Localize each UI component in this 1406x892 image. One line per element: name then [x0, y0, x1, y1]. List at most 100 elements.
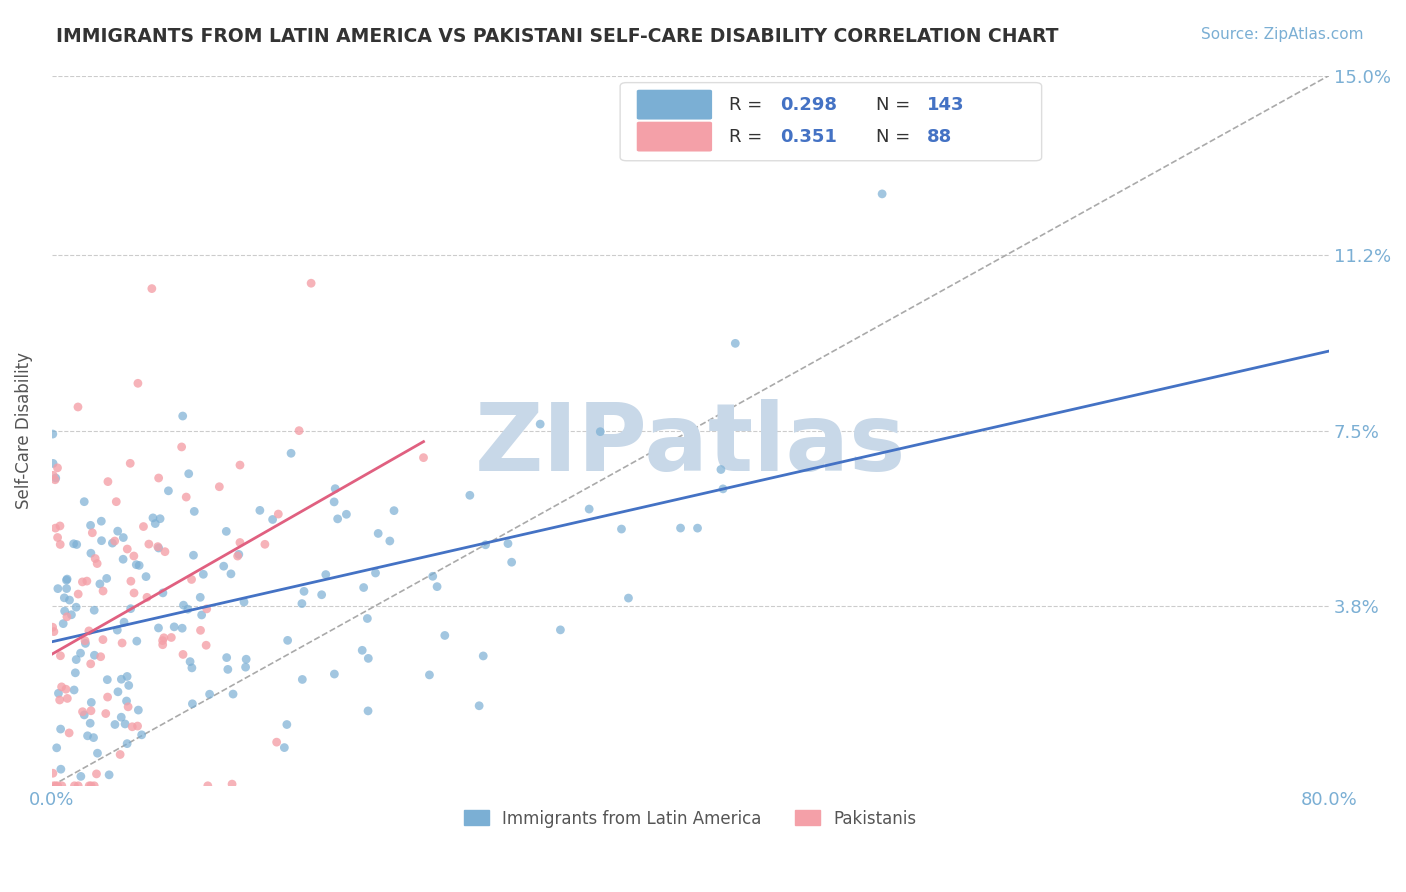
- Point: [172, 621, 194, 635]
- Point: [97, 690, 120, 704]
- Point: [42, 624, 65, 639]
- Point: [669, 521, 692, 535]
- Point: [148, 471, 170, 485]
- FancyBboxPatch shape: [637, 90, 711, 120]
- Point: [277, 633, 299, 648]
- Point: [107, 524, 129, 538]
- Point: [197, 779, 219, 793]
- Text: N =: N =: [876, 128, 910, 145]
- Point: [249, 503, 271, 517]
- Point: [323, 482, 346, 496]
- Point: [172, 409, 194, 423]
- Point: [73, 707, 96, 722]
- Point: [135, 569, 157, 583]
- Point: [120, 601, 142, 615]
- Point: [131, 728, 153, 742]
- Point: [98, 768, 121, 782]
- Point: [217, 662, 239, 676]
- Point: [228, 548, 250, 562]
- Point: [180, 661, 202, 675]
- Point: [44, 779, 66, 793]
- Point: [90, 514, 112, 528]
- Point: [46, 531, 69, 545]
- Point: [72, 705, 94, 719]
- Point: [48, 693, 70, 707]
- Point: [46, 779, 69, 793]
- Point: [75, 636, 97, 650]
- Point: [110, 710, 132, 724]
- Point: [67, 779, 90, 793]
- Point: [233, 595, 256, 609]
- Point: [108, 747, 131, 762]
- Point: [42, 427, 65, 442]
- Point: [97, 475, 120, 489]
- Point: [73, 494, 96, 508]
- Point: [323, 495, 346, 509]
- FancyBboxPatch shape: [637, 121, 711, 152]
- Point: [235, 660, 257, 674]
- Point: [170, 440, 193, 454]
- Point: [127, 703, 149, 717]
- Point: [105, 623, 128, 637]
- Point: [58, 593, 80, 607]
- Point: [215, 650, 238, 665]
- Point: [208, 480, 231, 494]
- Point: [66, 537, 89, 551]
- Point: [141, 282, 163, 296]
- Point: [76, 729, 98, 743]
- Point: [226, 549, 249, 563]
- Point: [121, 720, 143, 734]
- Point: [101, 536, 124, 550]
- Point: [53, 604, 76, 618]
- Text: 0.351: 0.351: [780, 128, 837, 145]
- Point: [45, 471, 67, 485]
- Point: [48, 686, 70, 700]
- Point: [291, 673, 314, 687]
- Point: [83, 603, 105, 617]
- Point: [550, 623, 572, 637]
- Point: [77, 624, 100, 638]
- Point: [58, 726, 80, 740]
- Text: IMMIGRANTS FROM LATIN AMERICA VS PAKISTANI SELF-CARE DISABILITY CORRELATION CHAR: IMMIGRANTS FROM LATIN AMERICA VS PAKISTA…: [56, 27, 1059, 45]
- Point: [120, 574, 142, 589]
- Point: [183, 548, 205, 562]
- Text: 143: 143: [927, 95, 965, 113]
- Point: [266, 735, 288, 749]
- Point: [55, 582, 77, 596]
- Point: [179, 655, 201, 669]
- Text: 88: 88: [927, 128, 952, 145]
- Point: [107, 685, 129, 699]
- Point: [148, 621, 170, 635]
- Point: [589, 425, 612, 439]
- Point: [56, 691, 79, 706]
- Point: [311, 588, 333, 602]
- Point: [128, 558, 150, 573]
- Point: [181, 697, 204, 711]
- Point: [335, 508, 357, 522]
- Point: [212, 559, 235, 574]
- Point: [198, 687, 221, 701]
- Point: [117, 542, 139, 557]
- Point: [125, 558, 148, 572]
- Text: R =: R =: [728, 95, 762, 113]
- Point: [45, 740, 67, 755]
- Point: [174, 490, 197, 504]
- Point: [148, 541, 170, 555]
- Point: [472, 648, 495, 663]
- Point: [115, 737, 138, 751]
- Point: [65, 600, 87, 615]
- Point: [357, 704, 380, 718]
- Point: [173, 598, 195, 612]
- Point: [104, 534, 127, 549]
- Point: [262, 512, 284, 526]
- Point: [80, 704, 103, 718]
- Point: [125, 634, 148, 648]
- Point: [77, 779, 100, 793]
- Point: [86, 746, 108, 760]
- Point: [105, 494, 128, 508]
- Point: [235, 652, 257, 666]
- Point: [127, 719, 149, 733]
- Point: [291, 597, 314, 611]
- Point: [73, 633, 96, 648]
- Point: [63, 683, 86, 698]
